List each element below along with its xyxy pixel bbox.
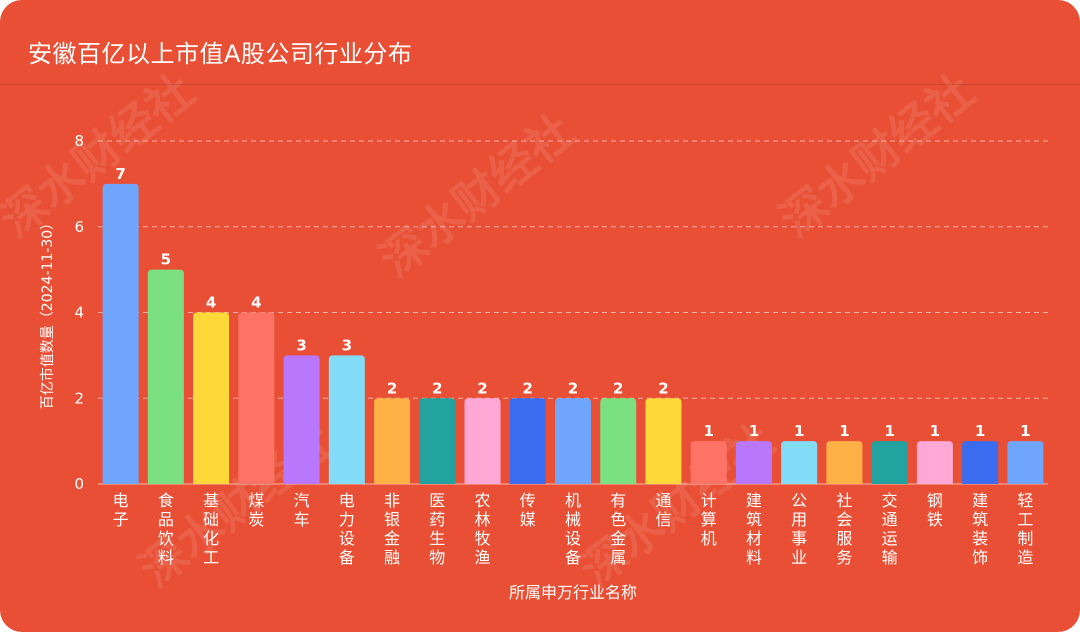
data-label: 4	[206, 294, 216, 312]
bar	[509, 398, 546, 484]
bar	[283, 355, 320, 484]
bar	[735, 441, 772, 484]
x-tick-label: 非银金融	[384, 491, 400, 567]
x-tick-label: 公用事业	[791, 491, 807, 567]
bar	[147, 269, 184, 484]
data-label: 1	[794, 422, 804, 440]
bar	[328, 355, 365, 484]
x-tick-label: 基础化工	[203, 491, 219, 567]
data-label: 2	[613, 379, 623, 397]
x-tick-label: 电子	[113, 491, 129, 529]
x-tick-label: 通信	[655, 491, 671, 529]
x-tick-label: 食品饮料	[158, 491, 174, 567]
bar	[1007, 441, 1044, 484]
data-label: 1	[884, 422, 894, 440]
x-tick-label: 计算机	[701, 491, 717, 548]
bar	[871, 441, 908, 484]
chart-title: 安徽百亿以上市值A股公司行业分布	[28, 40, 413, 68]
data-label: 1	[749, 422, 759, 440]
x-tick-label: 机械设备	[565, 491, 581, 567]
x-tick-label: 有色金属	[610, 491, 626, 567]
data-label: 4	[251, 294, 261, 312]
data-label: 2	[658, 379, 668, 397]
y-tick-label: 6	[74, 218, 84, 236]
bar	[374, 398, 411, 484]
data-label: 7	[115, 165, 125, 183]
y-tick-label: 0	[74, 475, 84, 493]
x-tick-label: 汽车	[294, 491, 310, 529]
bar	[600, 398, 637, 484]
bar	[419, 398, 456, 484]
data-label: 1	[839, 422, 849, 440]
data-label: 2	[432, 379, 442, 397]
bar	[826, 441, 863, 484]
x-tick-label: 钢铁	[927, 491, 943, 529]
bar	[464, 398, 501, 484]
bar	[102, 183, 139, 484]
bar	[645, 398, 682, 484]
x-tick-label: 电力设备	[339, 491, 355, 567]
x-tick-label: 建筑材料	[746, 491, 762, 567]
x-tick-label: 煤炭	[248, 491, 264, 529]
data-label: 1	[703, 422, 713, 440]
x-tick-label: 轻工制造	[1017, 491, 1033, 567]
x-axis-label: 所属申万行业名称	[509, 583, 637, 602]
y-tick-label: 2	[74, 389, 84, 407]
x-tick-label: 社会服务	[836, 491, 852, 567]
data-label: 1	[1020, 422, 1030, 440]
data-label: 3	[342, 336, 352, 354]
data-label: 2	[523, 379, 533, 397]
data-label: 1	[975, 422, 985, 440]
data-label: 3	[296, 336, 306, 354]
bar	[193, 312, 230, 484]
title-divider	[0, 84, 1080, 85]
x-tick-label: 传媒	[520, 491, 536, 529]
bar	[916, 441, 953, 484]
y-tick-label: 4	[74, 304, 84, 322]
y-axis-label: 百亿市值数量（2024-11-30）	[39, 216, 56, 409]
data-label: 2	[568, 379, 578, 397]
bar	[238, 312, 275, 484]
y-tick-label: 8	[74, 132, 84, 150]
x-tick-label: 农林牧渔	[475, 491, 491, 567]
bar	[690, 441, 727, 484]
data-label: 5	[161, 251, 171, 269]
x-tick-label: 交通运输	[882, 491, 898, 567]
bar	[555, 398, 591, 484]
data-label: 2	[477, 379, 487, 397]
x-tick-label: 医药生物	[429, 491, 445, 567]
x-tick-label: 建筑装饰	[972, 491, 988, 567]
bar	[962, 441, 999, 484]
data-label: 2	[387, 379, 397, 397]
data-label: 1	[930, 422, 940, 440]
bar	[781, 441, 818, 484]
